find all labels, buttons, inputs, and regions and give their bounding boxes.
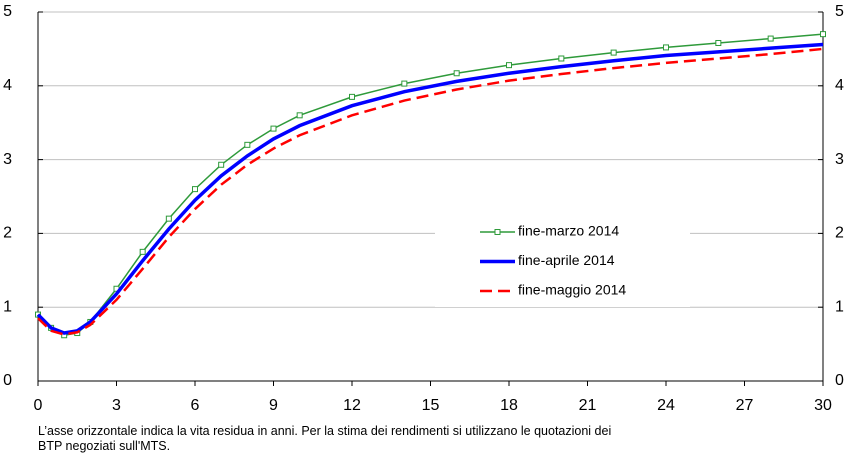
y-tick-label: 4 <box>3 77 12 94</box>
y2-tick-label: 2 <box>835 225 844 242</box>
y2-tick-label: 1 <box>835 298 844 315</box>
series-marker <box>270 125 277 132</box>
x-tick-label: 0 <box>34 397 43 414</box>
legend-marker <box>494 229 501 235</box>
series-marker <box>558 55 565 62</box>
series-marker <box>401 80 408 87</box>
x-tick-label: 30 <box>814 397 832 414</box>
y-tick-label: 3 <box>3 151 12 168</box>
legend-label: fine-aprile 2014 <box>518 252 615 268</box>
y2-tick-label: 4 <box>835 77 844 94</box>
x-tick-label: 21 <box>579 397 597 414</box>
series-marker <box>218 161 225 168</box>
series-marker <box>663 44 669 51</box>
series-line <box>37 33 824 337</box>
series-marker <box>192 186 198 193</box>
y2-tick-label: 5 <box>835 3 844 20</box>
x-tick-label: 9 <box>269 397 278 414</box>
legend-label: fine-maggio 2014 <box>518 282 626 298</box>
series-marker <box>139 248 146 255</box>
x-tick-label: 12 <box>343 397 361 414</box>
y-tick-label: 1 <box>3 298 12 315</box>
series-line <box>36 42 824 335</box>
y-tick-label: 5 <box>3 3 12 20</box>
x-tick-label: 18 <box>500 397 518 414</box>
y-tick-label: 2 <box>3 225 12 242</box>
series-line <box>37 47 824 336</box>
series-marker <box>165 215 172 222</box>
y2-tick-label: 0 <box>835 372 844 389</box>
series-marker <box>349 93 355 100</box>
series-marker <box>767 35 774 42</box>
legend-box <box>435 215 690 307</box>
chart-note: L’asse orizzontale indica la vita residu… <box>38 424 612 453</box>
y-tick-label: 0 <box>3 372 12 389</box>
x-tick-label: 3 <box>112 397 121 414</box>
legend-label: fine-marzo 2014 <box>518 223 619 239</box>
series-marker <box>244 141 251 148</box>
y2-tick-label: 3 <box>835 151 844 168</box>
series-marker <box>820 31 826 38</box>
x-tick-label: 15 <box>422 397 440 414</box>
x-tick-label: 27 <box>736 397 754 414</box>
series-marker <box>453 70 460 77</box>
series-marker <box>296 112 303 119</box>
x-tick-label: 24 <box>657 397 675 414</box>
series-marker <box>715 39 722 46</box>
series-marker <box>610 49 617 56</box>
series-marker <box>506 62 512 69</box>
x-tick-label: 6 <box>191 397 200 414</box>
